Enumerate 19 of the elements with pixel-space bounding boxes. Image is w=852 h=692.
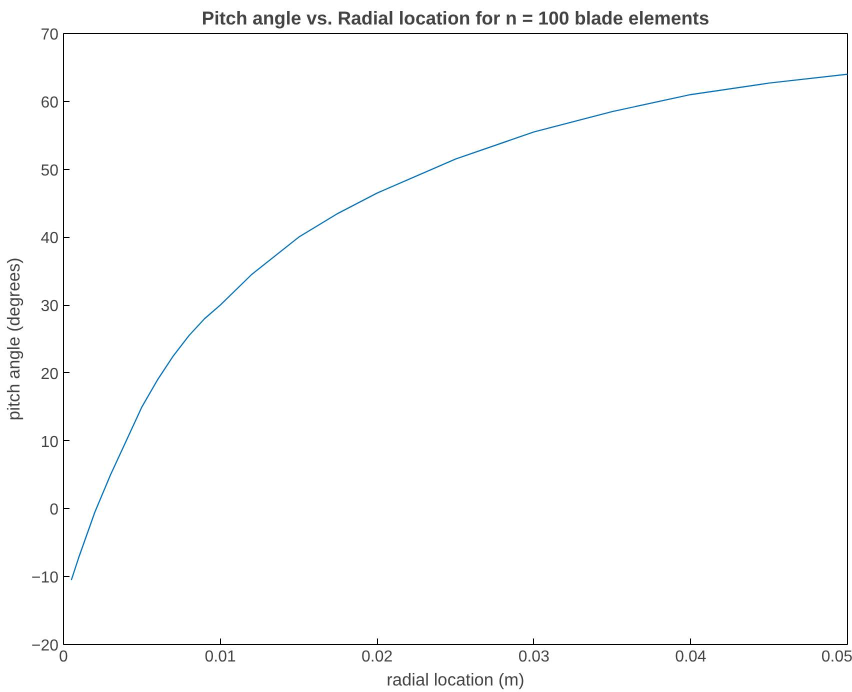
y-tick-label: 70 <box>40 26 59 44</box>
y-tick-label: 30 <box>40 298 59 316</box>
x-tick-label: 0.01 <box>204 648 236 666</box>
chart-title: Pitch angle vs. Radial location for n = 100 blade elements <box>202 8 710 28</box>
y-tick-label: 10 <box>40 434 59 451</box>
y-tick-label: 60 <box>40 94 59 112</box>
y-tick-label: 50 <box>40 162 59 180</box>
y-tick-label: 40 <box>40 230 59 248</box>
y-tick-label: 20 <box>40 366 59 383</box>
x-tick-label: 0.04 <box>675 648 706 666</box>
x-axis-title: radial location (m) <box>386 670 524 690</box>
line-series <box>70 74 848 581</box>
x-tick-label: 0.03 <box>518 648 550 666</box>
y-axis-title: pitch angle (degrees) <box>3 258 24 420</box>
x-tick-label: 0.02 <box>362 648 393 666</box>
x-tick-label: 0.05 <box>821 648 852 666</box>
y-tick-label: −10 <box>31 570 59 587</box>
y-tick-label: −20 <box>31 638 59 654</box>
y-tick-label: 0 <box>50 502 59 519</box>
